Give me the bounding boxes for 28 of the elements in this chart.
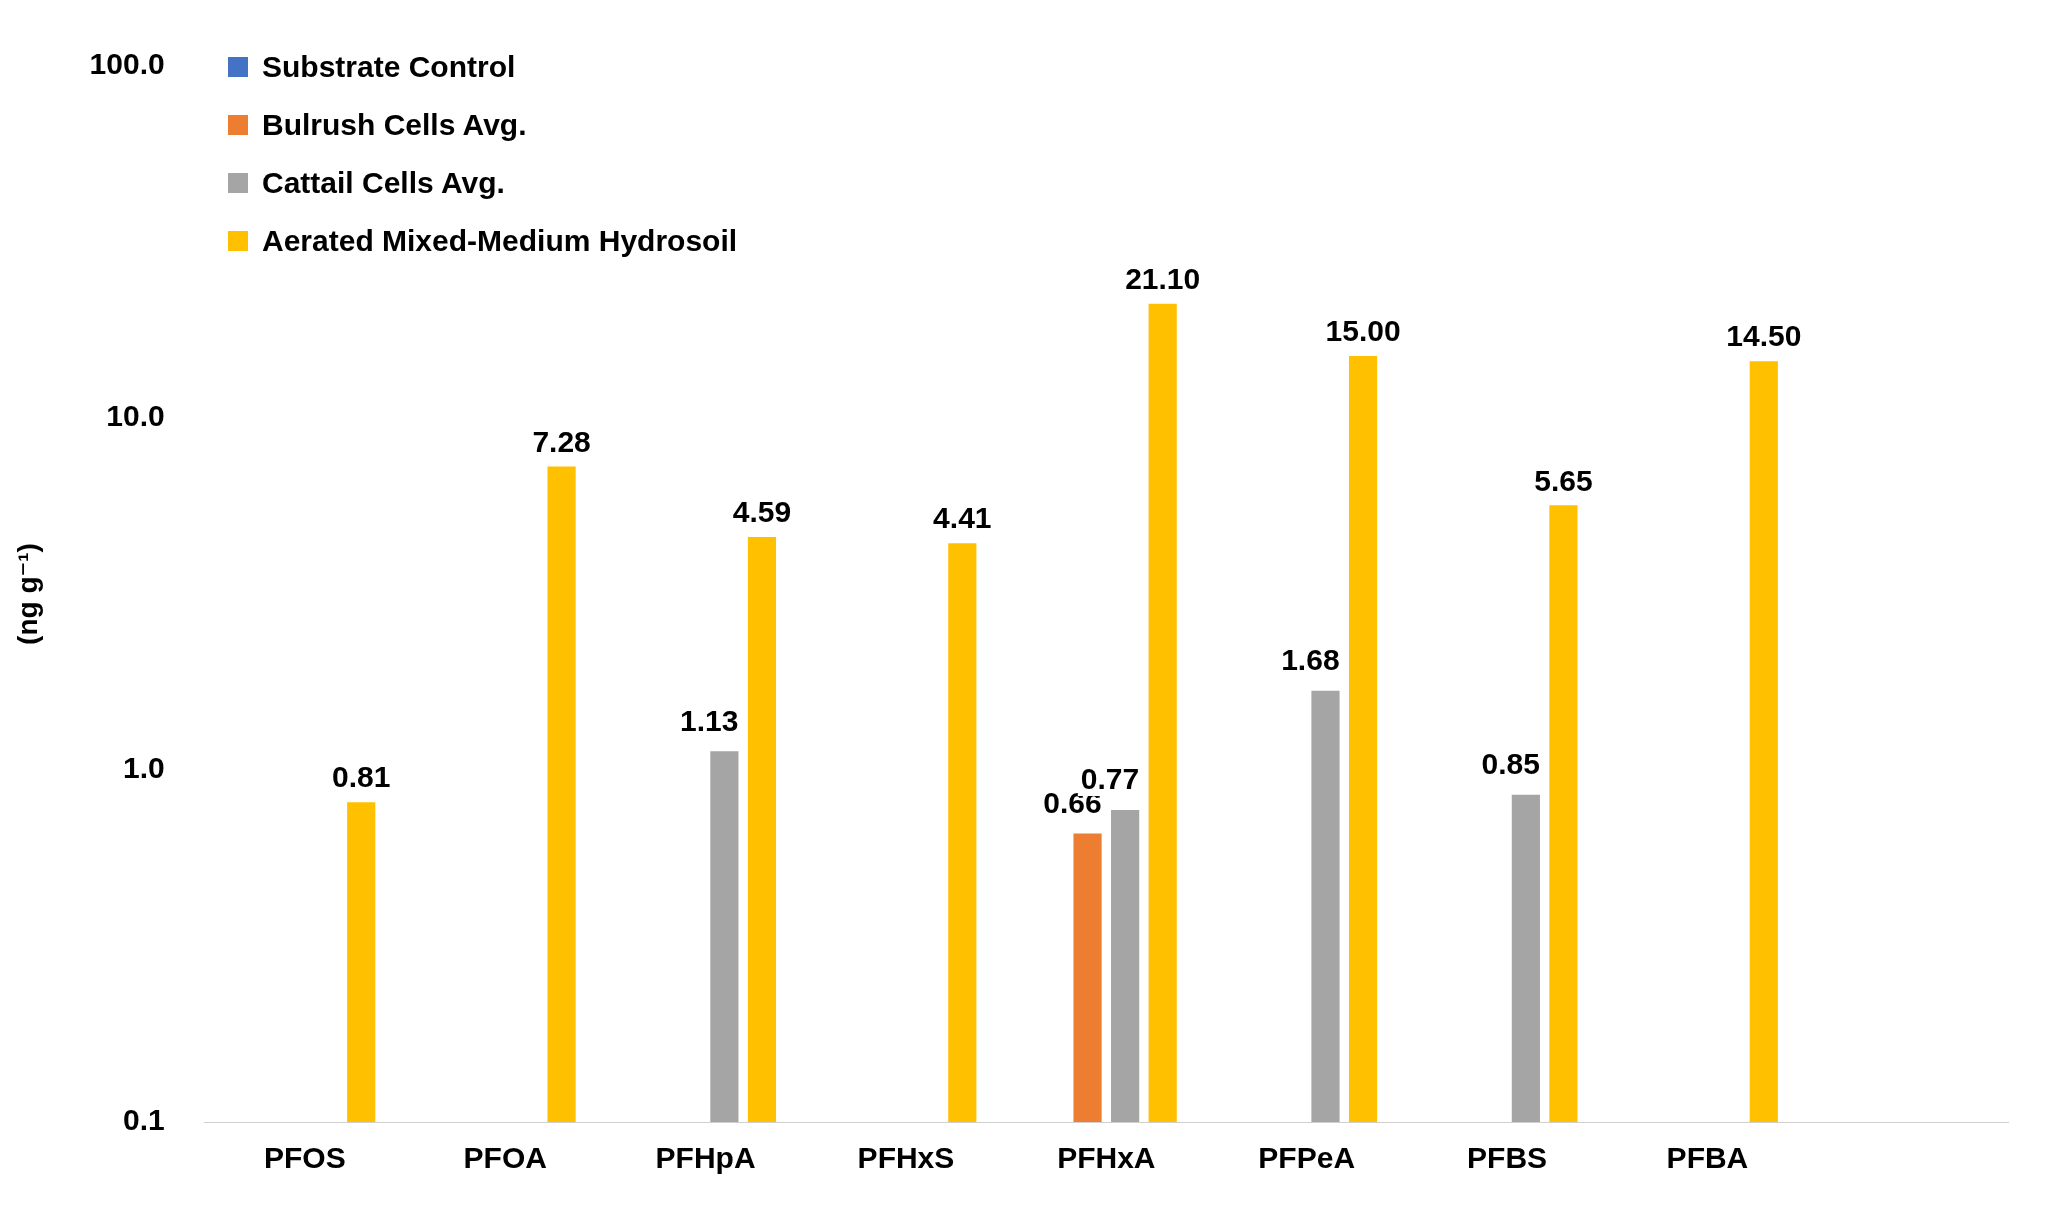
data-label: 1.68 [1281, 642, 1340, 676]
data-label: 4.41 [933, 501, 992, 535]
x-tick-label: PFBA [1666, 1141, 1749, 1175]
data-label: 15.00 [1325, 314, 1401, 348]
x-tick-label: PFHxS [857, 1141, 955, 1175]
y-axis-title: (ng g⁻¹) [11, 543, 43, 645]
legend-label: Bulrush Cells Avg. [262, 108, 527, 142]
legend-label: Substrate Control [262, 50, 516, 84]
x-tick-label: PFHpA [655, 1141, 756, 1175]
x-tick-label: PFPeA [1258, 1141, 1356, 1175]
legend-label: Aerated Mixed-Medium Hydrosoil [262, 224, 738, 258]
data-label: 7.28 [532, 424, 591, 458]
data-label: 5.65 [1534, 463, 1593, 497]
data-label: 0.81 [332, 760, 391, 794]
y-tick-label: 10.0 [106, 399, 165, 433]
x-tick-label: PFHxA [1057, 1141, 1156, 1175]
data-label: 14.50 [1726, 319, 1802, 353]
x-tick-label: PFOA [463, 1141, 547, 1175]
data-label: 4.59 [732, 495, 792, 529]
data-label: 1.13 [680, 703, 739, 737]
legend-label: Cattail Cells Avg. [262, 166, 505, 200]
data-label: 21.10 [1125, 262, 1201, 296]
y-tick-label: 1.0 [122, 751, 165, 785]
x-tick-label: PFBS [1467, 1141, 1548, 1175]
data-label: 0.85 [1481, 747, 1540, 781]
y-tick-label: 0.1 [122, 1103, 165, 1137]
y-tick-label: 100.0 [89, 47, 165, 81]
x-tick-label: PFOS [264, 1141, 346, 1175]
